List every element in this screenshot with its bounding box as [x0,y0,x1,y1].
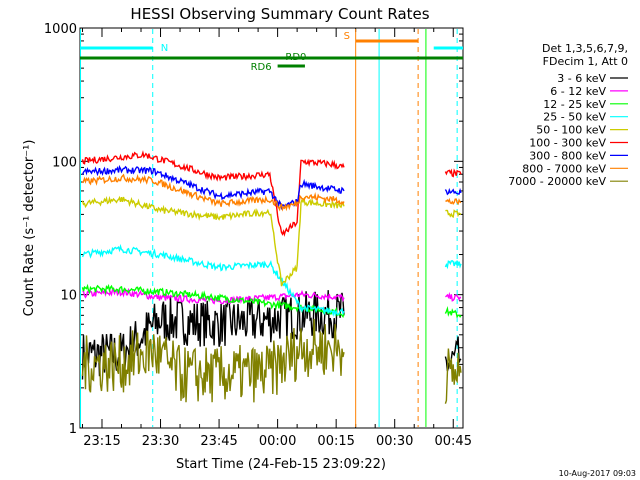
flag-label: N [161,43,168,54]
series-line [81,164,345,211]
legend-entry-label: 6 - 12 keV [550,85,606,98]
y-tick-label: 1 [69,422,77,437]
legend-header-line-2: FDecim 1, Att 0 [543,55,628,68]
series-line [82,287,345,305]
series-line [81,283,345,319]
x-tick-label: 00:45 [435,434,472,449]
legend-entry-label: 25 - 50 keV [543,111,606,124]
legend-entry-label: 12 - 25 keV [543,98,606,111]
series-line [445,197,462,206]
x-tick-label: 00:00 [259,434,296,449]
legend-entry-label: 50 - 100 keV [536,124,606,137]
y-tick-label: 100 [52,155,77,170]
x-tick-label: 00:30 [376,434,413,449]
x-axis-label: Start Time (24-Feb-15 23:09:22) [176,457,386,472]
series-line [444,291,462,302]
series-line [81,195,345,287]
series-line [444,305,462,319]
flag-label: RD6 [251,62,272,73]
flag-label: S [344,31,350,42]
legend-entry-label: 800 - 7000 keV [522,162,606,175]
series-line [81,150,345,237]
series-line [81,173,345,212]
legend-entry-label: 100 - 300 keV [529,137,606,150]
timestamp: 10-Aug-2017 09:03 [559,469,636,478]
x-tick-label: 23:15 [83,434,120,449]
legend-entry-label: 3 - 6 keV [557,72,606,85]
legend-entry-label: 300 - 800 keV [529,149,606,162]
series-line [444,168,462,178]
y-tick-label: 1000 [44,22,77,37]
series-line [444,348,462,404]
y-tick-label: 10 [60,289,77,304]
y-axis-label: Count Rate (s⁻¹ detector⁻¹) [22,140,37,317]
series-line [81,243,345,318]
series-line [445,209,462,218]
series-line [444,260,462,270]
legend-entry-label: 7000 - 20000 keV [508,175,606,188]
series-line [81,318,345,403]
plot-frame [79,27,464,429]
x-tick-label: 23:30 [142,434,179,449]
x-tick-label: 00:15 [317,434,354,449]
x-tick-label: 23:45 [200,434,237,449]
legend-header-line-1: Det 1,3,5,6,7,9, [542,42,628,55]
series-line [444,187,462,196]
chart-title: HESSI Observing Summary Count Rates [130,5,429,23]
flag-label: RD0 [285,52,306,63]
